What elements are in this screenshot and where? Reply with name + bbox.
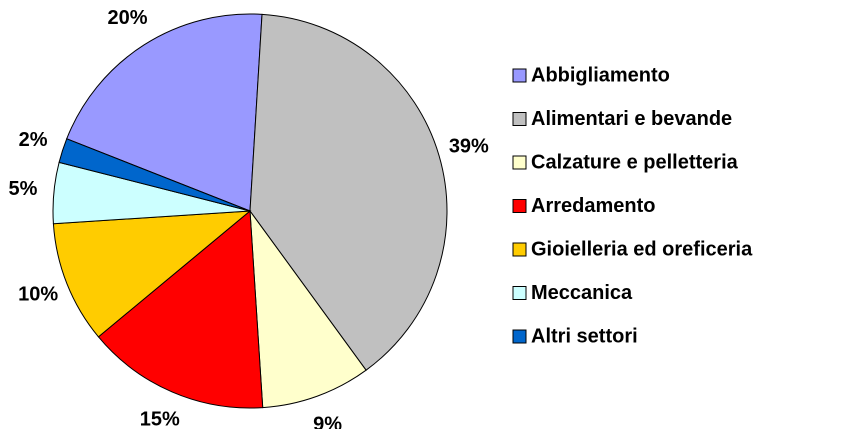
data-label: 9% bbox=[313, 414, 342, 429]
pie-slice bbox=[249, 13, 448, 371]
legend-swatch bbox=[512, 286, 527, 300]
legend-label: Altri settori bbox=[531, 325, 638, 347]
data-label: 2% bbox=[19, 129, 48, 151]
legend-swatch bbox=[512, 329, 527, 344]
legend-swatch bbox=[512, 242, 527, 257]
data-label: 5% bbox=[9, 178, 38, 200]
pie-slice bbox=[249, 209, 367, 409]
legend-label: Meccanica bbox=[531, 282, 633, 304]
pie-slice bbox=[52, 210, 252, 338]
data-label: 10% bbox=[18, 284, 58, 306]
legend-label: Gioielleria ed oreficeria bbox=[531, 238, 753, 260]
legend-label: Abbigliamento bbox=[531, 64, 670, 86]
legend-label: Calzature e pelletteria bbox=[531, 151, 739, 173]
legend-swatch bbox=[512, 68, 527, 83]
legend-swatch bbox=[512, 199, 527, 213]
pie-slice bbox=[97, 209, 264, 409]
data-label: 39% bbox=[449, 135, 489, 157]
pie-slice bbox=[66, 13, 263, 212]
legend-label: Alimentari e bevande bbox=[531, 108, 732, 130]
legend-swatch bbox=[512, 155, 527, 170]
legend-swatch bbox=[512, 112, 527, 126]
legend-label: Arredamento bbox=[531, 195, 655, 217]
data-label: 15% bbox=[140, 409, 180, 429]
pie-slice bbox=[58, 138, 251, 212]
data-label: 20% bbox=[107, 7, 147, 29]
